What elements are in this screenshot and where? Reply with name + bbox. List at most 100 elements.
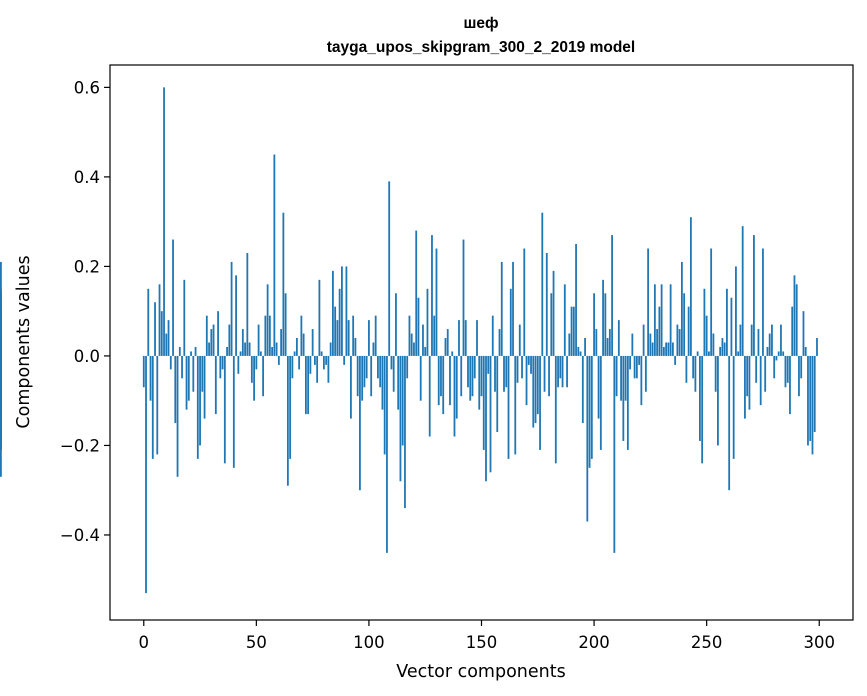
bar-25 — [199, 355, 201, 446]
bar-189 — [568, 333, 571, 356]
bar-99 — [365, 355, 368, 379]
bar-34 — [219, 355, 222, 379]
bar-0 — [142, 355, 145, 388]
y-tick-label: 0.4 — [74, 168, 100, 187]
bar-240 — [683, 293, 686, 356]
bar-54 — [264, 315, 267, 356]
bar-75 — [311, 329, 314, 356]
bar-41 — [235, 275, 237, 356]
bar-170 — [525, 355, 528, 406]
bar-228 — [656, 329, 659, 356]
y-tick-label: −0.4 — [60, 526, 100, 545]
x-tick-label: 200 — [578, 633, 610, 652]
bar-250 — [705, 315, 708, 356]
bar-71 — [302, 333, 305, 356]
x-tick-label: 150 — [466, 633, 498, 652]
bar-47 — [248, 342, 251, 356]
bar-239 — [680, 261, 683, 356]
bar-280 — [773, 355, 776, 379]
bar-184 — [557, 355, 559, 388]
bar-3 — [149, 355, 152, 401]
bar-69 — [298, 355, 301, 370]
bar-148 — [476, 320, 478, 356]
bar-224 — [647, 248, 650, 356]
bar-290 — [795, 284, 798, 356]
bar-102 — [372, 342, 375, 356]
bar-112 — [395, 293, 397, 356]
bar-116 — [404, 355, 406, 509]
bar-63 — [284, 293, 287, 356]
bar-238 — [678, 329, 681, 356]
bar-226 — [651, 342, 654, 356]
bar-129 — [433, 315, 436, 356]
bar-101 — [370, 355, 373, 397]
bar-188 — [566, 355, 568, 388]
bar-133 — [442, 355, 445, 415]
bar-288 — [791, 306, 794, 356]
bar-262 — [732, 355, 735, 459]
bar-92 — [350, 355, 352, 419]
bar-283 — [780, 324, 782, 356]
y-tick-label: 0.0 — [74, 347, 100, 366]
bar-17 — [181, 355, 183, 379]
bar-135 — [446, 329, 449, 356]
bar-143 — [464, 320, 467, 356]
chart-subtitle: tayga_upos_skipgram_300_2_2019 model — [327, 39, 635, 56]
bar-72 — [304, 355, 307, 415]
bar-284 — [782, 351, 785, 356]
bar-248 — [701, 355, 704, 464]
bar-232 — [665, 342, 668, 356]
bar-107 — [383, 355, 386, 455]
bar-236 — [674, 355, 677, 365]
bar-165 — [514, 355, 517, 455]
bar-192 — [575, 244, 577, 356]
bar-158 — [498, 329, 501, 356]
bar-132 — [440, 355, 442, 397]
bar-210 — [615, 355, 618, 397]
bar-260 — [728, 355, 731, 491]
bar-57 — [271, 346, 274, 356]
bar-198 — [588, 355, 591, 468]
bar-81 — [325, 355, 328, 365]
bar-163 — [509, 288, 512, 356]
bar-205 — [604, 293, 607, 356]
bar-155 — [491, 315, 494, 356]
bar-119 — [410, 333, 413, 356]
bar-42 — [237, 355, 240, 374]
bar-269 — [748, 355, 751, 410]
bar-223 — [644, 355, 647, 392]
bar-234 — [669, 284, 672, 356]
bar-58 — [273, 154, 276, 356]
bar-166 — [516, 355, 519, 383]
bar-65 — [289, 355, 292, 459]
bar-178 — [543, 355, 546, 392]
bar-87 — [338, 288, 341, 356]
bar-225 — [649, 333, 652, 356]
bar-26 — [201, 355, 204, 392]
bar-136 — [449, 355, 451, 406]
bar-195 — [581, 355, 584, 424]
bar-231 — [662, 346, 665, 356]
bar-286 — [786, 355, 789, 383]
bar-89 — [343, 355, 346, 365]
bar-256 — [719, 346, 722, 356]
bar-85 — [334, 306, 337, 356]
bar-10 — [165, 333, 168, 356]
bar-109 — [388, 181, 391, 356]
bar-276 — [764, 355, 767, 392]
y-tick-label: 0.6 — [74, 78, 100, 97]
bar-undefined — [0, 355, 2, 441]
bar-251 — [708, 351, 710, 356]
bar-271 — [753, 235, 755, 356]
bar-175 — [536, 355, 539, 415]
bar-51 — [257, 324, 260, 356]
bar-111 — [392, 355, 395, 392]
bar-191 — [572, 306, 575, 356]
bar-31 — [212, 324, 215, 356]
bar-127 — [428, 355, 431, 437]
bar-96 — [359, 355, 361, 491]
bar-15 — [176, 355, 179, 477]
bar-14 — [174, 355, 177, 424]
bar-190 — [570, 306, 573, 356]
bar-278 — [768, 333, 771, 356]
